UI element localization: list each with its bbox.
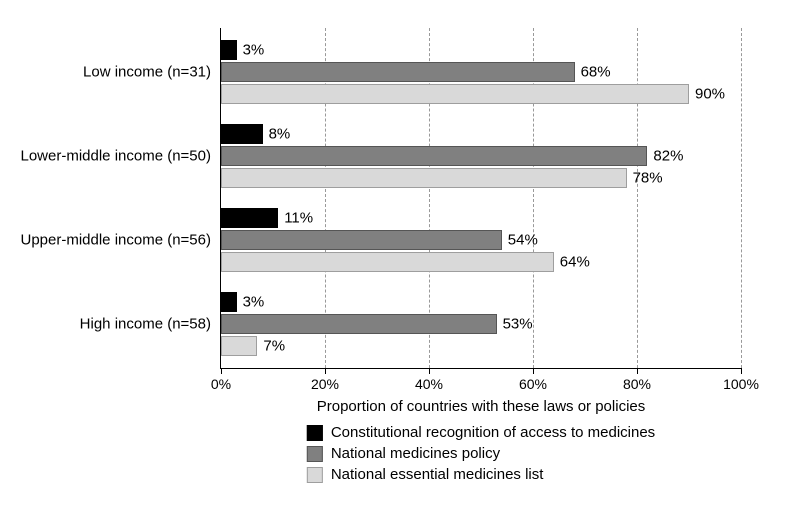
legend: Constitutional recognition of access to … — [307, 424, 655, 483]
grouped-bar-chart: 0% 20% 40% 60% 80% 100% Low income (n=31) 3% 68%… — [0, 0, 800, 513]
bar-value-label: 78% — [627, 170, 663, 187]
bar — [221, 292, 237, 312]
bar — [221, 146, 647, 166]
legend-item: National essential medicines list — [307, 466, 655, 483]
bar-value-label: 68% — [575, 64, 611, 81]
legend-item: National medicines policy — [307, 445, 655, 462]
x-tick — [637, 368, 638, 374]
legend-swatch — [307, 446, 323, 462]
category-label: Lower-middle income (n=50) — [20, 148, 221, 165]
bar-value-label: 8% — [263, 126, 291, 143]
bar — [221, 252, 554, 272]
category-label: Upper-middle income (n=56) — [20, 232, 221, 249]
x-tick — [429, 368, 430, 374]
bar-value-label: 7% — [257, 338, 285, 355]
x-tick — [221, 368, 222, 374]
x-tick-label: 40% — [415, 376, 443, 392]
bar — [221, 62, 575, 82]
x-tick-label: 20% — [311, 376, 339, 392]
bar — [221, 168, 627, 188]
category-label: High income (n=58) — [80, 316, 221, 333]
bar — [221, 40, 237, 60]
x-tick — [741, 368, 742, 374]
x-tick — [325, 368, 326, 374]
bar — [221, 230, 502, 250]
x-tick-label: 80% — [623, 376, 651, 392]
grid-line — [741, 28, 742, 368]
legend-label: Constitutional recognition of access to … — [331, 424, 655, 441]
legend-label: National medicines policy — [331, 445, 500, 462]
bar — [221, 208, 278, 228]
grid-line — [637, 28, 638, 368]
x-tick-label: 60% — [519, 376, 547, 392]
legend-item: Constitutional recognition of access to … — [307, 424, 655, 441]
bar-value-label: 54% — [502, 232, 538, 249]
bar — [221, 84, 689, 104]
x-axis-title: Proportion of countries with these laws … — [317, 398, 646, 415]
bar-value-label: 90% — [689, 86, 725, 103]
bar-value-label: 64% — [554, 254, 590, 271]
bar-value-label: 3% — [237, 294, 265, 311]
bar-value-label: 82% — [647, 148, 683, 165]
bar — [221, 336, 257, 356]
bar — [221, 124, 263, 144]
bar-value-label: 53% — [497, 316, 533, 333]
legend-swatch — [307, 425, 323, 441]
legend-swatch — [307, 467, 323, 483]
category-label: Low income (n=31) — [83, 64, 221, 81]
bar-value-label: 11% — [278, 210, 313, 227]
x-tick — [533, 368, 534, 374]
x-tick-label: 0% — [211, 376, 231, 392]
legend-label: National essential medicines list — [331, 466, 544, 483]
x-tick-label: 100% — [723, 376, 759, 392]
bar — [221, 314, 497, 334]
bar-value-label: 3% — [237, 42, 265, 59]
plot-area: 0%20%40%60%80%100%Low income (n=31)3%68%… — [220, 28, 741, 369]
